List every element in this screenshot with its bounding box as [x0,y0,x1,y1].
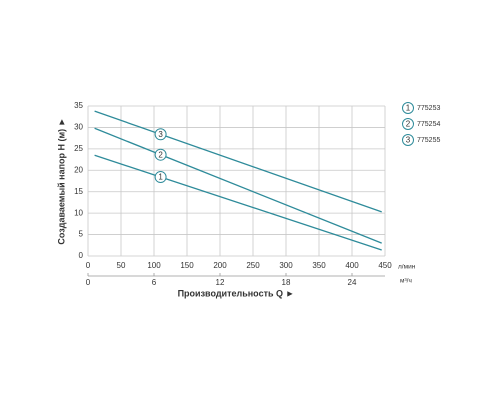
x-unit: л/мин [398,264,416,271]
y-axis-label: Создаваемый напор Н (м) ► [56,117,66,244]
x2-tick-label: 0 [86,278,91,287]
x-tick-label: 300 [279,261,293,270]
legend-label: 775255 [417,137,440,144]
y-tick-label: 0 [79,251,84,260]
legend-marker [402,134,414,146]
legend-label: 775253 [417,105,440,112]
curve-marker [154,171,167,184]
legend-marker [402,118,414,130]
x-tick-label: 0 [86,261,91,270]
x-axis-label: Производительность Q ► [178,288,295,298]
legend-label: 775254 [417,121,440,128]
x2-unit: м³/ч [400,278,412,285]
x2-tick-label: 12 [216,278,225,287]
x-tick-label: 450 [378,261,392,270]
curve-marker [154,148,167,161]
y-tick-label: 30 [74,123,83,132]
curve-label: 3 [158,130,163,139]
x2-tick-label: 24 [348,278,357,287]
legend-number: 2 [406,120,411,129]
x-tick-label: 100 [147,261,161,270]
y-tick-label: 35 [74,101,83,110]
series-line [94,127,382,244]
x-tick-label: 350 [312,261,326,270]
legend-number: 3 [406,136,411,145]
legend-number: 1 [406,104,411,113]
x-tick-label: 250 [246,261,260,270]
y-tick-label: 5 [79,230,84,239]
x-tick-label: 400 [345,261,359,270]
y-tick-label: 20 [74,165,83,174]
y-tick-label: 15 [74,187,83,196]
curve-label: 1 [158,173,163,182]
legend-marker [402,102,414,114]
y-tick-label: 25 [74,144,83,153]
series-line [94,110,382,213]
curve-marker [154,128,167,141]
y-tick-label: 10 [74,208,83,217]
x-tick-label: 150 [180,261,194,270]
x-tick-label: 200 [213,261,227,270]
x2-tick-label: 6 [152,278,157,287]
series-line [94,154,382,251]
x-tick-label: 50 [117,261,126,270]
x2-tick-label: 18 [282,278,291,287]
curve-label: 2 [158,150,163,159]
